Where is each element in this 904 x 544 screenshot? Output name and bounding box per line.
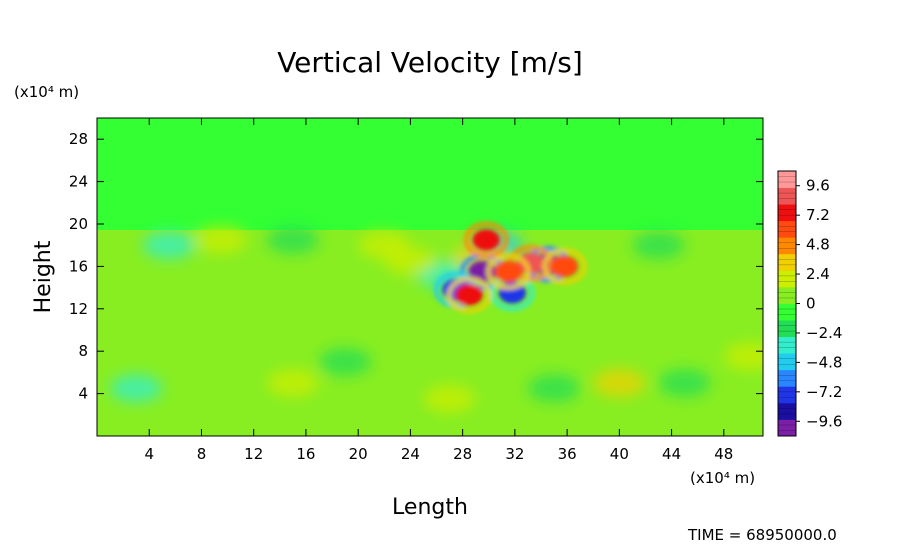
- colorbar-band: [778, 320, 796, 338]
- colorbar-band: [778, 419, 796, 437]
- velocity-cell: [266, 369, 319, 397]
- velocity-cell: [494, 260, 523, 283]
- y-tick-label: 8: [78, 342, 88, 360]
- x-tick-label: 36: [558, 445, 577, 463]
- velocity-cell: [266, 225, 319, 254]
- velocity-cell: [723, 342, 763, 371]
- x-tick-label: 20: [349, 445, 368, 463]
- chart-title: Vertical Velocity [m/s]: [277, 46, 583, 79]
- colorbar-band: [778, 171, 796, 188]
- colorbar-band: [778, 286, 796, 304]
- colorbar-tick-label: −4.8: [806, 353, 842, 371]
- x-tick-label: 48: [714, 445, 733, 463]
- velocity-cell: [550, 255, 579, 278]
- colorbar-band: [778, 253, 796, 271]
- y-tick-label: 24: [69, 173, 88, 191]
- x-axis-label: Length: [392, 495, 468, 520]
- x-tick-label: 12: [244, 445, 263, 463]
- velocity-cell: [319, 347, 372, 376]
- velocity-cell: [593, 369, 646, 397]
- x-unit-label: (x10⁴ m): [690, 469, 755, 487]
- colorbar-band: [778, 187, 796, 205]
- colorbar-band: [778, 402, 796, 420]
- velocity-cell: [516, 252, 545, 275]
- colorbar-band: [778, 353, 796, 371]
- x-tick-label: 24: [401, 445, 420, 463]
- colorbar-tick-label: −9.6: [806, 412, 842, 430]
- x-tick-label: 40: [610, 445, 629, 463]
- y-tick-label: 28: [69, 130, 88, 148]
- colorbar-band: [778, 369, 796, 387]
- y-axis-label: Height: [31, 240, 56, 313]
- colorbar-band: [778, 237, 796, 255]
- x-tick-label: 44: [662, 445, 681, 463]
- colorbar-tick-label: 7.2: [806, 206, 830, 224]
- y-tick-label: 12: [69, 300, 88, 318]
- y-tick-label: 20: [69, 215, 88, 233]
- colorbar-band: [778, 270, 796, 288]
- velocity-cell-halo: [486, 253, 531, 290]
- velocity-cell: [195, 225, 248, 254]
- colorbar-tick-label: −7.2: [806, 383, 842, 401]
- velocity-cell: [528, 374, 581, 403]
- colorbar-band: [778, 336, 796, 354]
- velocity-cell-halo: [542, 248, 587, 285]
- colorbar-band: [778, 303, 796, 321]
- colorbar: 9.6 7.2 4.8 2.4 0 −2.4 −4.8 −7.2 −9.6: [777, 170, 842, 437]
- velocity-cell: [455, 284, 484, 307]
- colorbar-tick-label: 9.6: [806, 177, 830, 195]
- x-tick-label: 32: [505, 445, 524, 463]
- colorbar-tick-label: −2.4: [806, 324, 842, 342]
- plot-area: [97, 118, 763, 436]
- upper-layer: [97, 118, 763, 230]
- velocity-cell: [110, 374, 163, 403]
- x-tick-label: 4: [144, 445, 154, 463]
- x-tick-label: 16: [296, 445, 315, 463]
- velocity-cell: [658, 369, 711, 397]
- y-unit-label: (x10⁴ m): [14, 83, 79, 101]
- x-tick-label: 28: [453, 445, 472, 463]
- velocity-cell: [632, 231, 685, 260]
- y-tick-label: 4: [78, 385, 88, 403]
- velocity-cell-halo: [464, 221, 509, 258]
- y-tick-label: 16: [69, 257, 88, 275]
- x-tick-label: 8: [197, 445, 207, 463]
- time-label: TIME = 68950000.0: [687, 526, 837, 544]
- velocity-cell-halo: [447, 277, 492, 314]
- plot-frame: [96, 117, 764, 437]
- colorbar-tick-label: 0: [806, 295, 816, 313]
- colorbar-tick-label: 4.8: [806, 236, 830, 254]
- colorbar-band: [778, 386, 796, 404]
- colorbar-tick-label: 2.4: [806, 265, 830, 283]
- colorbar-band: [778, 204, 796, 222]
- colorbar-band: [778, 220, 796, 238]
- velocity-cell: [142, 231, 195, 260]
- velocity-cell: [384, 247, 437, 276]
- velocity-cell: [472, 228, 501, 251]
- velocity-cell: [423, 384, 476, 413]
